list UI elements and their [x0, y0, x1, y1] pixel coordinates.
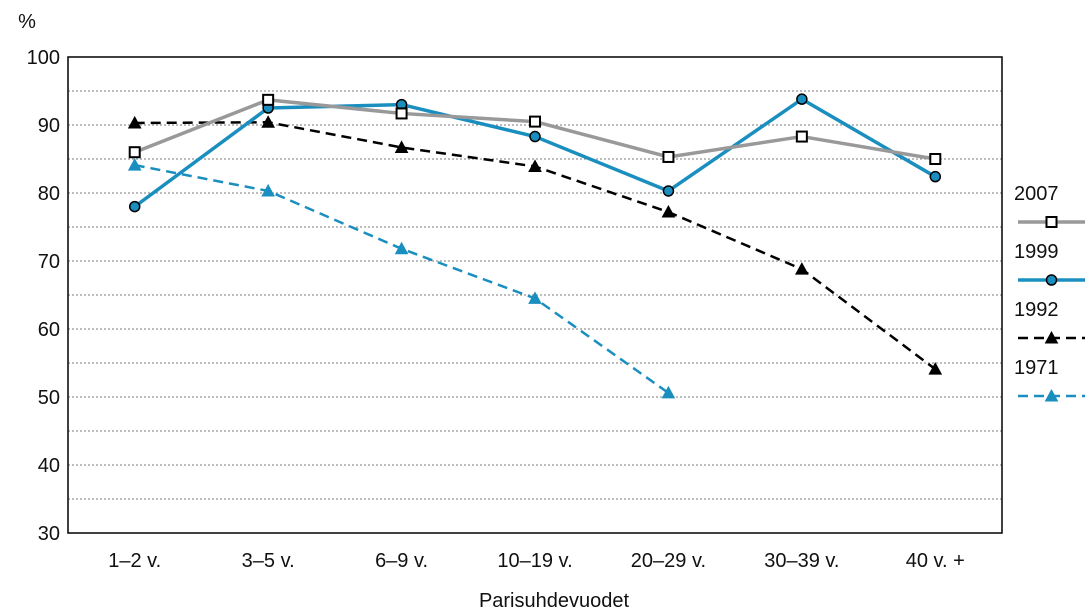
data-point-2007 [929, 153, 942, 165]
legend-label: 1992 [1014, 299, 1059, 321]
data-point-1992 [528, 159, 542, 172]
data-point-1992 [127, 115, 142, 129]
x-axis-title: Parisuhdevuodet [479, 590, 630, 612]
legend-label: 1971 [1014, 357, 1059, 379]
data-point-1992 [795, 262, 809, 275]
x-tick-label: 3–5 v. [242, 550, 295, 572]
legend-label: 2007 [1014, 183, 1059, 205]
data-point-1992 [928, 362, 943, 375]
x-axis-ticks: 1–2 v. 3–5 v. 6–9 v. 10–19 v. 20–29 v. 30–39 … [108, 550, 965, 572]
legend-marker [1044, 330, 1059, 344]
legend-marker [1045, 216, 1058, 228]
data-point-1999 [929, 170, 942, 183]
y-tick-label: 90 [38, 115, 60, 137]
data-point-2007 [795, 130, 808, 143]
x-tick-label: 40 v. + [906, 550, 965, 572]
data-point-1992 [261, 115, 275, 128]
plot-area-frame [67, 56, 1003, 534]
y-tick-label: 80 [38, 183, 60, 205]
data-point-1992 [661, 204, 676, 218]
x-tick-label: 10–19 v. [497, 550, 572, 572]
data-point-1971 [661, 385, 676, 399]
data-point-1971 [394, 241, 409, 255]
legend-marker [1044, 388, 1059, 402]
series-line-1971 [134, 163, 670, 394]
series-1992 [127, 115, 943, 375]
data-point-1999 [128, 200, 141, 213]
series-1999 [128, 93, 942, 213]
data-point-2007 [662, 150, 675, 163]
data-point-2007 [262, 93, 275, 106]
y-tick-label: 70 [38, 251, 60, 273]
data-point-1999 [796, 93, 808, 105]
data-point-2007 [529, 115, 541, 128]
x-tick-label: 30–39 v. [764, 550, 839, 572]
y-tick-label: 60 [38, 319, 60, 341]
series-layer [127, 93, 943, 399]
data-point-1971 [127, 158, 142, 171]
y-tick-label: 100 [27, 47, 60, 69]
legend: 2007 1999 1992 1971 [1014, 183, 1085, 402]
data-point-2007 [128, 146, 141, 159]
series-line-1992 [134, 121, 937, 371]
series-2007 [128, 93, 942, 165]
y-tick-label: 50 [38, 387, 60, 409]
data-point-1992 [394, 140, 409, 153]
data-point-1971 [261, 183, 275, 197]
x-tick-label: 6–9 v. [375, 550, 428, 572]
data-point-1971 [528, 291, 542, 304]
y-tick-label: 40 [38, 455, 60, 477]
legend-marker [1045, 274, 1058, 286]
y-axis-ticks: 30 40 50 60 70 80 90 100 [27, 47, 60, 545]
y-tick-label: 30 [38, 523, 60, 545]
series-1971 [127, 158, 676, 399]
data-point-1999 [529, 130, 541, 143]
x-tick-label: 1–2 v. [108, 550, 161, 572]
y-axis-title: % [18, 11, 36, 33]
x-tick-label: 20–29 v. [631, 550, 706, 572]
legend-label: 1999 [1014, 241, 1059, 263]
series-line-1999 [133, 97, 937, 209]
data-point-2007 [395, 107, 408, 120]
data-point-1999 [662, 185, 675, 197]
